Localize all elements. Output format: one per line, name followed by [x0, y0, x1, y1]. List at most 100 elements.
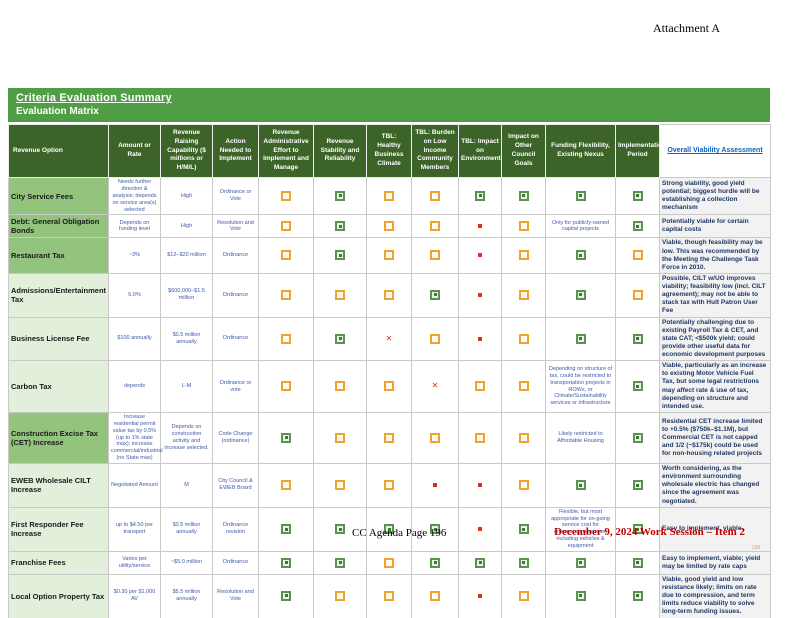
rating-icon-yellow-square: [384, 250, 394, 261]
column-header-amount_or_rate: Amount or Rate: [108, 124, 161, 178]
amount-or-rate-cell: Needs further direction & analysis; depe…: [108, 176, 161, 216]
implementation-period-cell: [615, 316, 660, 362]
action-needed-cell: Ordinance: [212, 272, 259, 318]
rating-icon-yellow-square: [281, 221, 291, 232]
green-dot: [284, 527, 288, 531]
green-dot: [478, 561, 482, 565]
title-bar: Criteria Evaluation Summary Evaluation M…: [8, 88, 770, 122]
funding-flexibility-cell: Depending on structure of tax, could be …: [545, 360, 616, 413]
rating-cell-tbl_environment: [458, 316, 502, 362]
rating-cell-tbl_business: ✕: [366, 316, 412, 362]
rating-icon-yellow-square: [518, 590, 529, 601]
column-header-tbl_business: TBL: Healthy Business Climate: [366, 124, 412, 178]
revenue-option-name: EWEB Wholesale CILT Increase: [8, 463, 109, 508]
green-dot: [636, 194, 639, 198]
rating-icon-green-dot: [430, 557, 440, 568]
revenue-option-name: Admissions/Entertainment Tax: [8, 272, 109, 318]
rating-cell-tbl_environment: [458, 237, 502, 274]
evaluation-matrix: Revenue Option Amount or Rate Revenue Rais…: [8, 124, 771, 618]
table-row: Business License Fee $100 annually $0.5 mi…: [8, 316, 771, 362]
rating-icon-yellow-square: [384, 432, 394, 443]
green-dot: [579, 561, 582, 565]
rating-cell-stability: [313, 411, 367, 465]
green-dot: [636, 436, 639, 440]
raising-capability-cell: L-M: [160, 360, 213, 413]
raising-capability-cell: M: [160, 463, 213, 508]
funding-flexibility-cell: [545, 176, 616, 216]
rating-icon-yellow-square: [335, 289, 345, 300]
rating-cell-admin_effort: [258, 463, 314, 508]
rating-cell-tbl_low_income: [411, 176, 459, 216]
rating-icon-green-dot: [335, 250, 345, 261]
rating-icon-yellow-square: [384, 590, 394, 601]
rating-cell-tbl_business: [366, 463, 412, 508]
attachment-label: Attachment A: [653, 21, 720, 35]
green-dot: [522, 527, 525, 531]
revenue-option-name: Carbon Tax: [8, 360, 109, 413]
rating-icon-yellow-square: [384, 480, 394, 491]
green-dot: [579, 253, 582, 257]
rating-cell-stability: [313, 360, 367, 413]
rating-icon-red-dot: [478, 253, 482, 258]
amount-or-rate-cell: 5.0%: [108, 272, 161, 318]
rating-cell-tbl_environment: [458, 176, 502, 216]
implementation-period-cell: [615, 506, 660, 552]
rating-icon-red-dot: [478, 527, 482, 532]
green-dot: [284, 594, 288, 598]
rating-icon-yellow-square: [281, 190, 291, 201]
rating-icon-yellow-square: [430, 221, 440, 232]
action-needed-cell: Ordinance or vote: [212, 360, 259, 413]
overall-viability-cell: Easy to implement, viable.: [659, 506, 771, 552]
raising-capability-cell: $12–$20 million: [160, 237, 213, 274]
rating-cell-tbl_business: [366, 550, 412, 575]
green-dot: [284, 436, 288, 440]
rating-cell-tbl_environment: [458, 360, 502, 413]
overall-viability-cell: Potentially challenging due to existing …: [659, 316, 771, 362]
implementation-period-cell: [615, 272, 660, 318]
rating-icon-yellow-square: [335, 432, 345, 443]
rating-cell-tbl_business: [366, 214, 412, 239]
green-dot: [338, 194, 342, 198]
rating-icon-yellow-square: [518, 250, 529, 261]
rating-icon-green-dot: [335, 190, 345, 201]
rating-cell-stability: [313, 573, 367, 618]
rating-icon-yellow-square: [384, 289, 394, 300]
column-header-implementation_period: Implementation Period: [615, 124, 666, 178]
column-header-overall_viability[interactable]: Overall Viability Assessment: [659, 124, 771, 178]
green-dot: [522, 194, 525, 198]
green-dot: [636, 337, 639, 341]
green-dot: [579, 594, 582, 598]
green-dot: [387, 527, 391, 531]
table-row: Carbon Tax depends L-M Ordinance or vote ✕ De…: [8, 360, 771, 413]
rating-cell-tbl_low_income: [411, 506, 459, 552]
rating-cell-council_goals: [501, 272, 546, 318]
rating-cell-admin_effort: [258, 550, 314, 575]
rating-icon-red-dot: [478, 292, 482, 297]
rating-icon-green-dot: [632, 480, 643, 491]
rating-icon-green-dot: [475, 557, 485, 568]
overall-viability-cell: Strong viability, good yield potential; …: [659, 176, 771, 216]
rating-cell-tbl_business: [366, 176, 412, 216]
rating-cell-tbl_low_income: ✕: [411, 360, 459, 413]
rating-icon-green-dot: [281, 590, 291, 601]
action-needed-cell: Ordinance revision: [212, 506, 259, 552]
rating-cell-council_goals: [501, 506, 546, 552]
rating-icon-green-dot: [632, 557, 643, 568]
rating-icon-green-dot: [430, 524, 440, 535]
rating-cell-stability: [313, 214, 367, 239]
footer-agenda-page: CC Agenda Page 196: [352, 527, 447, 539]
amount-or-rate-cell: ~3%: [108, 237, 161, 274]
action-needed-cell: Ordinance: [212, 316, 259, 362]
rating-icon-yellow-square: [632, 250, 643, 261]
table-row: Restaurant Tax ~3% $12–$20 million Ordinanc…: [8, 237, 771, 274]
column-header-admin_effort: Revenue Administrative Effort to Impleme…: [258, 124, 314, 178]
rating-icon-yellow-square: [384, 221, 394, 232]
action-needed-cell: City Council & EWEB Board: [212, 463, 259, 508]
implementation-period-cell: [615, 176, 660, 216]
green-dot: [433, 561, 437, 565]
revenue-option-name: City Service Fees: [8, 176, 109, 216]
overall-viability-cell: Viable, good yield and low resistance li…: [659, 573, 771, 618]
rating-icon-red-dot: [433, 483, 437, 488]
amount-or-rate-cell: up to $4.50 per transport: [108, 506, 161, 552]
rating-icon-green-dot: [430, 289, 440, 300]
